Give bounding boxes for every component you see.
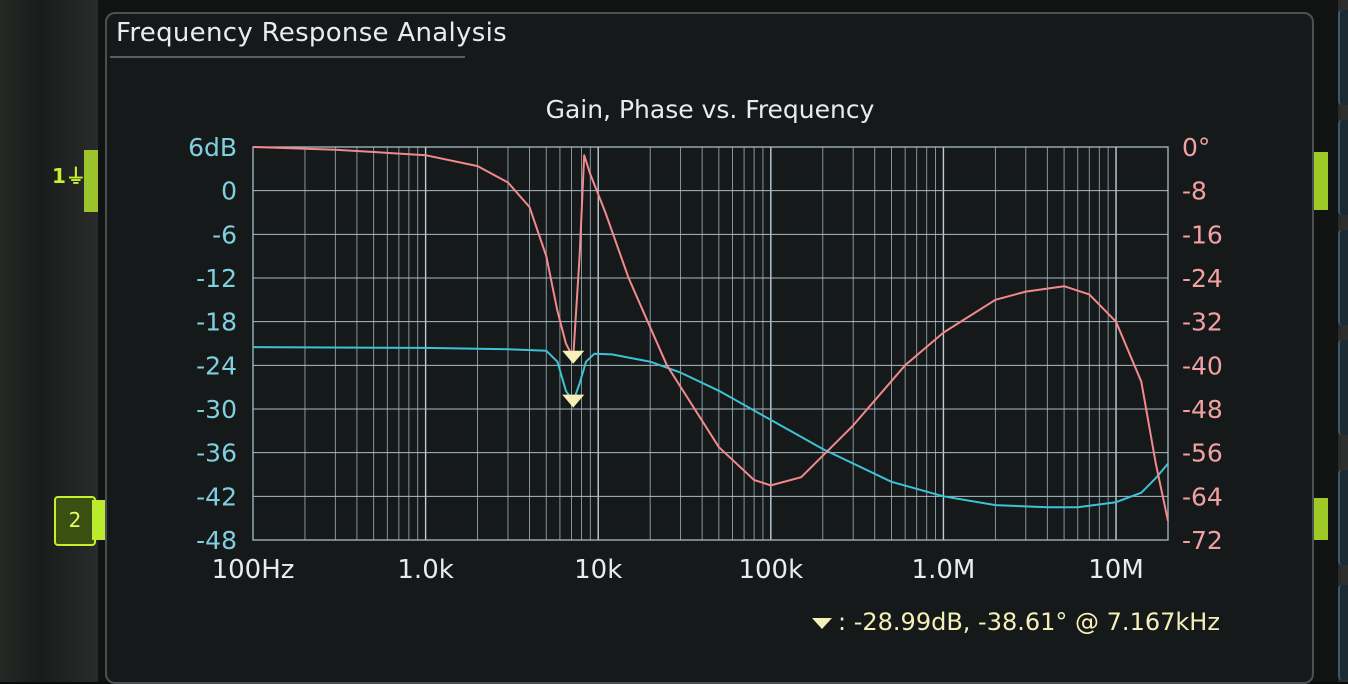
- title-underline: [110, 56, 465, 58]
- phase-tick-label: -40: [1182, 351, 1223, 380]
- side-softkey-3[interactable]: [1338, 230, 1348, 325]
- ch1-marker[interactable]: 1⏚: [52, 164, 86, 188]
- phase-tick-label: -64: [1182, 482, 1223, 511]
- phase-axis: 0° -8 -16 -24 -32 -40 -48 -56 -64 -72: [1182, 133, 1223, 555]
- grid: [252, 146, 1169, 541]
- ch1-level-marker: [84, 150, 98, 212]
- cursor-readout: : -28.99dB, -38.61° @ 7.167kHz: [812, 608, 1220, 636]
- side-softkey-6[interactable]: [1338, 585, 1348, 680]
- freq-tick-label: 10k: [574, 555, 622, 585]
- gain-tick-label: -18: [196, 308, 237, 337]
- freq-tick-label: 1.0M: [912, 555, 976, 585]
- gain-trace: [252, 346, 1169, 509]
- right-level-marker-1: [1310, 152, 1328, 210]
- phase-tick-label: -8: [1182, 177, 1207, 206]
- phase-tick-label: -56: [1182, 439, 1223, 468]
- phase-marker[interactable]: [562, 350, 585, 364]
- panel-title: Frequency Response Analysis: [116, 18, 507, 48]
- gain-tick-label: -42: [196, 482, 237, 511]
- gain-tick-label: -6: [212, 220, 237, 249]
- markers: [562, 350, 585, 408]
- side-softkey-5[interactable]: [1338, 470, 1348, 565]
- side-softkey-1[interactable]: [1338, 10, 1348, 105]
- gain-axis: 6dB 0 -6 -12 -18 -24 -30 -36 -42 -48: [188, 133, 237, 555]
- phase-tick-label: -16: [1182, 220, 1223, 249]
- gain-tick-label: -48: [196, 526, 237, 555]
- gain-tick-label: -12: [196, 264, 237, 293]
- right-level-marker-2: [1310, 498, 1328, 540]
- phase-tick-label: -72: [1182, 526, 1223, 555]
- side-softkey-2[interactable]: [1338, 120, 1348, 215]
- freq-tick-label: 100Hz: [212, 555, 295, 585]
- gain-tick-label: -24: [196, 351, 237, 380]
- phase-tick-label: -48: [1182, 395, 1223, 424]
- ch2-level-marker: [92, 500, 106, 540]
- left-bezel: [0, 0, 100, 682]
- plot-frame: [252, 146, 1169, 541]
- phase-trace: [252, 146, 1169, 522]
- phase-tick-label: 0°: [1182, 133, 1210, 162]
- gain-marker[interactable]: [562, 394, 585, 408]
- series: [252, 146, 1169, 522]
- freq-tick-label: 10M: [1088, 555, 1144, 585]
- ch1-label: 1: [52, 164, 66, 188]
- freq-tick-label: 1.0k: [397, 555, 453, 585]
- frequency-axis: 100Hz 1.0k 10k 100k 1.0M 10M: [212, 555, 1144, 585]
- freq-tick-label: 100k: [738, 555, 803, 585]
- readout-text: : -28.99dB, -38.61° @ 7.167kHz: [838, 608, 1220, 636]
- gain-tick-label: -30: [196, 395, 237, 424]
- ch2-label: 2: [68, 508, 82, 532]
- chart-title: Gain, Phase vs. Frequency: [546, 95, 875, 124]
- marker-icon: [812, 617, 832, 629]
- gain-tick-label: -36: [196, 439, 237, 468]
- side-softkey-4[interactable]: [1338, 340, 1348, 435]
- gain-tick-label: 0: [221, 177, 237, 206]
- phase-tick-label: -32: [1182, 308, 1223, 337]
- gain-tick-label: 6dB: [188, 133, 237, 162]
- phase-tick-label: -24: [1182, 264, 1223, 293]
